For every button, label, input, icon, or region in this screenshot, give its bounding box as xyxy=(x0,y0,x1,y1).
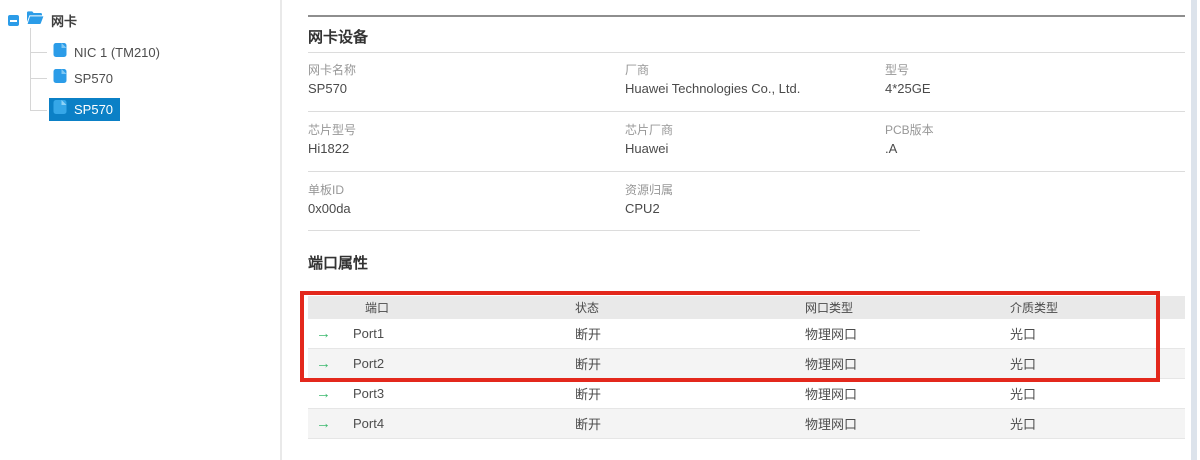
tree-root-nic[interactable]: 网卡 xyxy=(8,10,77,30)
port-status: 断开 xyxy=(575,387,602,402)
port-row-port1[interactable]: → Port1 断开 物理网口 光口 xyxy=(308,319,1185,349)
port-type: 物理网口 xyxy=(805,387,858,402)
collapse-toggle-icon[interactable] xyxy=(8,14,19,26)
tree-elbow-line xyxy=(30,78,47,79)
tree-elbow-line xyxy=(30,110,47,111)
field-label: 单板ID xyxy=(308,183,345,197)
field-label: 型号 xyxy=(885,63,910,77)
port-media: 光口 xyxy=(1010,327,1037,342)
content-top-border xyxy=(308,15,1185,17)
ports-section-title: 端口属性 xyxy=(308,255,369,272)
field-label: 芯片厂商 xyxy=(625,123,674,137)
expand-arrow-icon: → xyxy=(316,355,331,372)
vertical-scrollbar[interactable] xyxy=(1191,0,1197,460)
port-media: 光口 xyxy=(1010,417,1037,432)
field-value: Huawei xyxy=(625,141,669,156)
tree-item-label: NIC 1 (TM210) xyxy=(74,45,160,60)
port-name: Port4 xyxy=(353,416,385,431)
field-value: 4*25GE xyxy=(885,81,931,96)
expand-arrow-icon: → xyxy=(316,325,331,342)
field-label: 芯片型号 xyxy=(308,123,357,137)
nic-card-icon xyxy=(53,42,67,63)
field-value: Huawei Technologies Co., Ltd. xyxy=(625,81,801,96)
ports-table: 端口 状态 网口类型 介质类型 → Port1 断开 物理网口 光口 → Por… xyxy=(308,296,1185,439)
tree-item-sp570-2-selected[interactable]: SP570 xyxy=(49,98,121,121)
field-value: CPU2 xyxy=(625,201,660,216)
panel-divider xyxy=(280,0,282,460)
tree-connector-line xyxy=(30,28,31,110)
column-header-type: 网口类型 xyxy=(805,301,854,315)
port-row-port3[interactable]: → Port3 断开 物理网口 光口 xyxy=(308,379,1185,409)
field-value: SP570 xyxy=(308,81,348,96)
folder-icon xyxy=(26,10,44,30)
device-tree: 网卡 NIC 1 (TM210) SP570 SP570 xyxy=(0,0,280,460)
port-name: Port2 xyxy=(353,356,385,371)
device-section-title: 网卡设备 xyxy=(308,29,369,46)
field-label: 网卡名称 xyxy=(308,63,357,77)
column-header-media: 介质类型 xyxy=(1010,301,1059,315)
tree-elbow-line xyxy=(30,52,47,53)
field-label: 资源归属 xyxy=(625,183,674,197)
tree-item-nic1[interactable]: NIC 1 (TM210) xyxy=(49,41,167,64)
nic-card-icon xyxy=(53,99,67,120)
column-header-port: 端口 xyxy=(365,301,390,315)
nic-card-icon xyxy=(53,68,67,89)
detail-panel: 网卡设备 网卡名称 SP570 厂商 Huawei Technologies C… xyxy=(308,0,1185,460)
port-media: 光口 xyxy=(1010,387,1037,402)
port-name: Port1 xyxy=(353,326,385,341)
port-type: 物理网口 xyxy=(805,357,858,372)
field-value: Hi1822 xyxy=(308,141,350,156)
device-field-row: 单板ID 0x00da 资源归属 CPU2 xyxy=(308,173,1185,231)
device-field-row: 网卡名称 SP570 厂商 Huawei Technologies Co., L… xyxy=(308,53,1185,112)
tree-item-label: SP570 xyxy=(74,71,114,86)
tree-item-sp570-1[interactable]: SP570 xyxy=(49,67,120,90)
field-value: .A xyxy=(885,141,898,156)
field-value: 0x00da xyxy=(308,201,351,216)
section-divider xyxy=(308,230,920,231)
port-type: 物理网口 xyxy=(805,327,858,342)
port-type: 物理网口 xyxy=(805,417,858,432)
port-status: 断开 xyxy=(575,327,602,342)
port-media: 光口 xyxy=(1010,357,1037,372)
device-field-row: 芯片型号 Hi1822 芯片厂商 Huawei PCB版本 .A xyxy=(308,113,1185,172)
ports-table-header: 端口 状态 网口类型 介质类型 xyxy=(308,296,1185,319)
port-row-port2[interactable]: → Port2 断开 物理网口 光口 xyxy=(308,349,1185,379)
section-divider xyxy=(308,52,1185,53)
port-status: 断开 xyxy=(575,357,602,372)
port-status: 断开 xyxy=(575,417,602,432)
expand-arrow-icon: → xyxy=(316,385,331,402)
column-header-status: 状态 xyxy=(575,301,600,315)
port-row-port4[interactable]: → Port4 断开 物理网口 光口 xyxy=(308,409,1185,439)
field-label: PCB版本 xyxy=(885,123,934,137)
tree-root-label: 网卡 xyxy=(51,13,78,29)
expand-arrow-icon: → xyxy=(316,415,331,432)
port-name: Port3 xyxy=(353,386,385,401)
tree-item-label: SP570 xyxy=(74,102,114,117)
field-label: 厂商 xyxy=(625,63,650,77)
